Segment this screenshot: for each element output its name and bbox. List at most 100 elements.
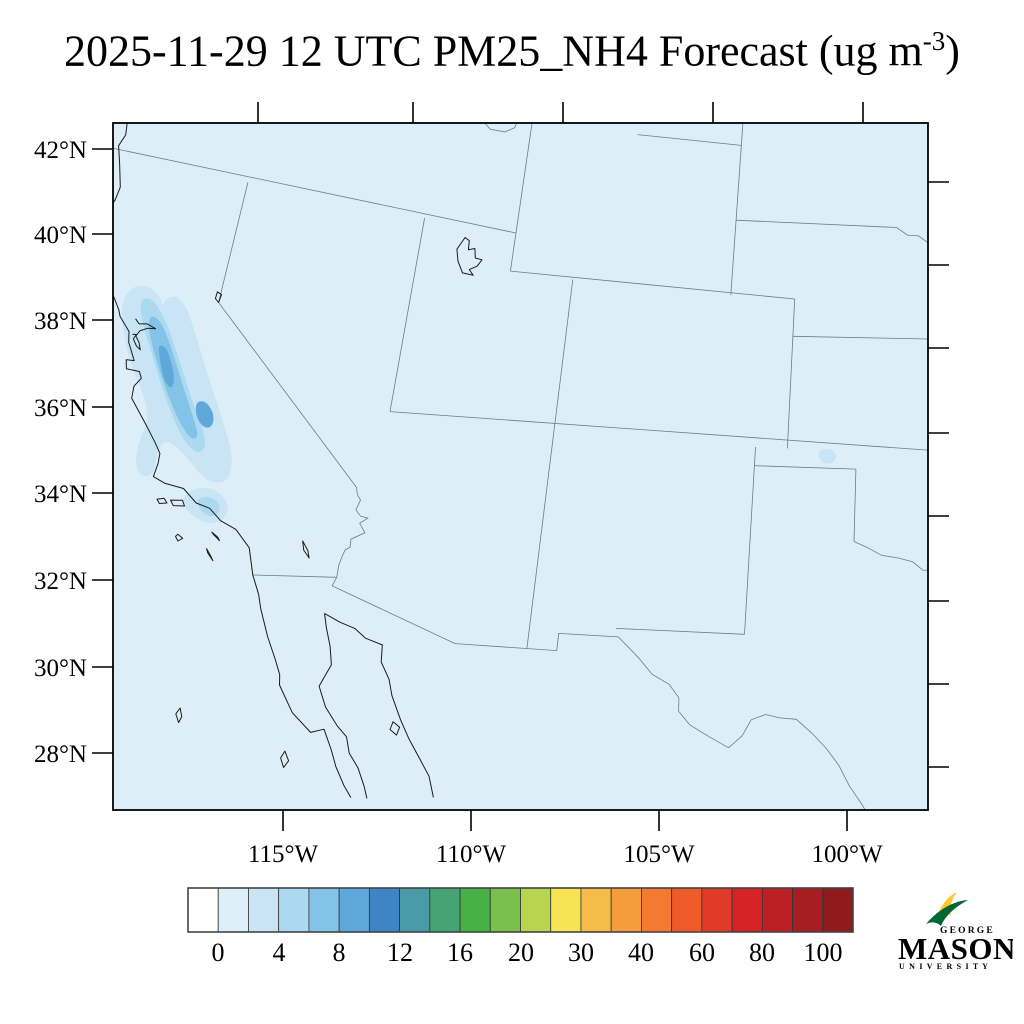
colorbar-cell	[338, 887, 370, 933]
state-border	[853, 469, 857, 542]
salton-sea	[302, 540, 310, 559]
title-text: 2025-11-29 12 UTC PM25_NH4 Forecast (ug …	[64, 26, 923, 76]
colorbar-tick-label: 30	[568, 938, 594, 967]
island	[211, 531, 221, 542]
lon-tick-label: 115°W	[248, 841, 319, 868]
colorbar-cell	[368, 887, 400, 933]
state-border	[218, 302, 357, 488]
colorbar-cell	[822, 887, 854, 933]
map-frame	[112, 122, 929, 811]
map-geography	[113, 123, 928, 810]
colorbar-cell	[701, 887, 733, 933]
state-border	[218, 182, 249, 303]
lon-tick-label: 100°W	[811, 841, 882, 868]
state-border	[252, 574, 337, 578]
state-border	[336, 487, 369, 578]
state-border	[637, 134, 742, 146]
state-border	[113, 147, 516, 234]
gmu-logo-george: GEORGE	[940, 926, 995, 936]
axis-ticks	[92, 102, 949, 831]
island	[280, 750, 290, 768]
island	[170, 499, 185, 507]
island	[389, 721, 401, 736]
state-border	[389, 411, 928, 451]
state-border	[331, 577, 866, 810]
colorbar-tick-label: 12	[387, 938, 413, 967]
pm25-plume	[158, 345, 174, 388]
colorbar-cell	[278, 887, 310, 933]
lon-tick-label: 105°W	[623, 841, 694, 868]
coastline	[113, 123, 352, 798]
gmu-logo-university: U N I V E R S I T Y	[899, 962, 989, 970]
colorbar-cell	[671, 887, 703, 933]
colorbar-cell	[459, 887, 491, 933]
pm25-plume	[197, 496, 220, 516]
island	[175, 533, 184, 542]
colorbar-cell	[520, 887, 552, 933]
island	[175, 707, 183, 724]
lat-tick-label: 34°N	[34, 481, 87, 508]
gmu-logo: GEORGE MASON U N I V E R S I T Y	[893, 892, 1015, 971]
colorbar-cell	[308, 887, 340, 933]
state-border	[853, 541, 928, 571]
colorbar-tick-label: 4	[273, 938, 286, 967]
page-title: 2025-11-29 12 UTC PM25_NH4 Forecast (ug …	[0, 27, 1024, 75]
state-border	[744, 446, 756, 635]
lat-tick-label: 40°N	[34, 222, 87, 249]
gmu-flame-green-icon	[926, 900, 968, 926]
state-border	[754, 465, 856, 470]
pm25-plume	[195, 401, 214, 428]
lon-tick-label: 110°W	[436, 841, 507, 868]
lat-tick-label: 42°N	[34, 137, 87, 164]
lake-tahoe	[214, 291, 222, 303]
coastline	[318, 613, 368, 799]
great-salt-lake	[456, 237, 483, 276]
state-border	[526, 431, 555, 649]
colorbar-cell	[217, 887, 249, 933]
lat-tick-label: 38°N	[34, 308, 87, 335]
colorbar-tick-label: 60	[689, 938, 715, 967]
colorbar-tick-label: 40	[628, 938, 654, 967]
lat-tick-label: 32°N	[34, 568, 87, 595]
colorbar-cell	[731, 887, 763, 933]
state-border	[730, 123, 744, 296]
title-exponent: -3	[922, 26, 946, 56]
colorbar-tick-label: 20	[508, 938, 534, 967]
colorbar-cell	[489, 887, 521, 933]
state-border	[389, 217, 425, 412]
coastline	[132, 318, 157, 351]
colorbar-cell	[399, 887, 431, 933]
gmu-logo-mason: MASON	[898, 931, 1013, 966]
colorbar-tick-label: 100	[804, 938, 843, 967]
coastline	[324, 612, 434, 798]
state-border	[615, 628, 745, 635]
state-border	[787, 298, 796, 449]
island	[206, 548, 214, 562]
lat-tick-label: 36°N	[34, 395, 87, 422]
state-border	[553, 279, 574, 432]
state-border	[792, 335, 928, 340]
title-suffix: )	[945, 26, 960, 76]
island	[156, 497, 168, 504]
pm25-plume	[818, 448, 837, 464]
colorbar-cell	[580, 887, 612, 933]
state-border	[484, 123, 518, 133]
colorbar	[187, 887, 854, 933]
colorbar-cell	[792, 887, 824, 933]
colorbar-cell	[248, 887, 280, 933]
colorbar-cell	[641, 887, 673, 933]
colorbar-tick-label: 80	[749, 938, 775, 967]
state-border	[510, 123, 533, 272]
colorbar-tick-label: 0	[212, 938, 225, 967]
colorbar-tick-label: 16	[447, 938, 473, 967]
colorbar-cell	[610, 887, 642, 933]
colorbar-cell	[187, 887, 219, 933]
state-border	[510, 270, 795, 300]
colorbar-frame	[187, 887, 854, 933]
lat-tick-label: 30°N	[34, 655, 87, 682]
colorbar-cell	[429, 887, 461, 933]
state-border	[736, 219, 928, 244]
map-background	[113, 123, 928, 810]
